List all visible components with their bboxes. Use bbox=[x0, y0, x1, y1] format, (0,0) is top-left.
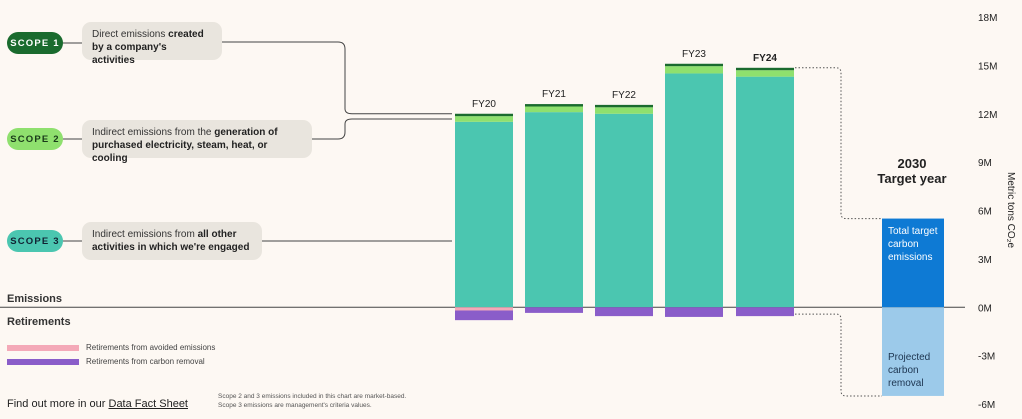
target-emissions-text: Total target carbon emissions bbox=[888, 226, 938, 263]
y-tick-label: 18M bbox=[978, 13, 997, 24]
scope-1-pill: SCOPE 1 bbox=[7, 32, 63, 54]
retirements-label: Retirements bbox=[7, 316, 71, 328]
scope-1-text-plain: Direct emissions bbox=[92, 29, 169, 40]
category-label-fy22: FY22 bbox=[612, 90, 636, 101]
scope2-bar-fy21 bbox=[525, 106, 583, 113]
scope3-bar-fy24 bbox=[736, 76, 794, 308]
scope-3-text-bold: all other activities in which we're enga… bbox=[92, 229, 250, 253]
scope3-bar-fy23 bbox=[665, 73, 723, 308]
target-removal-bar bbox=[882, 307, 944, 396]
removal-legend-label: Retirements from carbon removal bbox=[86, 357, 205, 366]
scope2-bar-fy20 bbox=[455, 116, 513, 122]
target-emissions-connector bbox=[795, 67, 882, 220]
target-emissions-bar bbox=[882, 218, 944, 308]
scope1-bar-fy24 bbox=[736, 67, 794, 71]
scope2-bar-fy22 bbox=[595, 107, 653, 114]
scope1-bar-fy21 bbox=[525, 104, 583, 107]
y-tick-label: 12M bbox=[978, 110, 997, 121]
scope-2-text-plain: Indirect emissions from the bbox=[92, 127, 215, 138]
scope-2-description: Indirect emissions from the generation o… bbox=[82, 120, 312, 164]
scope1-bar-fy23 bbox=[665, 63, 723, 67]
category-label-fy20: FY20 bbox=[472, 99, 496, 110]
removal-legend-swatch bbox=[7, 359, 79, 365]
removal-bar-fy24 bbox=[736, 307, 794, 317]
scope3-bar-fy22 bbox=[595, 113, 653, 308]
scope-1-description: Direct emissions created by a company's … bbox=[82, 22, 222, 66]
y-tick-label: 0M bbox=[978, 303, 992, 314]
y-tick-label: -6M bbox=[978, 400, 995, 411]
scope-3-pill: SCOPE 3 bbox=[7, 230, 63, 252]
target-year-title: 2030 Target year bbox=[877, 156, 947, 186]
removal-bar-fy20 bbox=[455, 310, 513, 321]
scope-2-connector bbox=[312, 118, 452, 140]
avoided-bar-fy20 bbox=[455, 307, 513, 311]
y-tick-label: 15M bbox=[978, 61, 997, 72]
y-tick-label: 3M bbox=[978, 255, 992, 266]
footnote-line-1: Scope 2 and 3 emissions included in this… bbox=[218, 393, 407, 400]
category-label-fy24: FY24 bbox=[753, 53, 777, 64]
data-fact-sheet-link[interactable]: Data Fact Sheet bbox=[108, 398, 189, 410]
footnote: Scope 2 and 3 emissions included in this… bbox=[218, 392, 406, 410]
avoided-legend-swatch bbox=[7, 345, 79, 351]
avoided-legend-label: Retirements from avoided emissions bbox=[86, 343, 216, 352]
scope2-bar-fy24 bbox=[736, 70, 794, 77]
removal-bar-fy22 bbox=[595, 307, 653, 317]
scope-3-description: Indirect emissions from all other activi… bbox=[82, 222, 262, 260]
y-axis-title: Metric tons CO₂e bbox=[1005, 172, 1016, 249]
footer-link-line: Find out more in our Data Fact Sheet bbox=[7, 398, 188, 410]
emissions-label: Emissions bbox=[7, 293, 63, 305]
scope-1-text-bold: created by a company's activities bbox=[92, 29, 204, 66]
y-tick-label: -3M bbox=[978, 352, 995, 363]
scope1-bar-fy22 bbox=[595, 104, 653, 108]
scope1-bar-fy20 bbox=[455, 113, 513, 117]
scope-2-pill: SCOPE 2 bbox=[7, 128, 63, 150]
scope-3-text-plain: Indirect emissions from bbox=[92, 229, 198, 240]
y-tick-label: 9M bbox=[978, 158, 992, 169]
scope3-bar-fy21 bbox=[525, 112, 583, 308]
removal-bar-fy21 bbox=[525, 307, 583, 313]
y-tick-label: 6M bbox=[978, 207, 992, 218]
scope3-bar-fy20 bbox=[455, 121, 513, 308]
removal-bar-fy23 bbox=[665, 307, 723, 317]
category-label-fy23: FY23 bbox=[682, 49, 706, 60]
footer-prefix: Find out more in our bbox=[7, 398, 109, 410]
target-removal-text: Projected carbon removal bbox=[888, 352, 931, 389]
scope-1-connector bbox=[222, 41, 452, 115]
target-removal-connector bbox=[795, 313, 882, 397]
footnote-line-2: Scope 3 emissions are management's crite… bbox=[218, 402, 372, 409]
scope-2-text-bold: generation of purchased electricity, ste… bbox=[92, 127, 278, 164]
scope2-bar-fy23 bbox=[665, 66, 723, 74]
category-label-fy21: FY21 bbox=[542, 89, 566, 100]
